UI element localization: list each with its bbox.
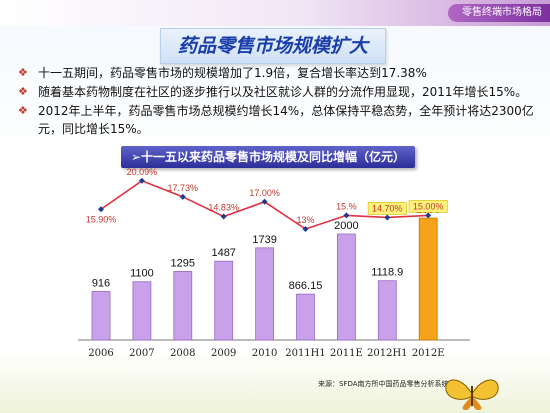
growth-label: 15.00%	[413, 201, 444, 211]
bar	[336, 233, 356, 341]
growth-label: 13%	[296, 215, 314, 225]
growth-point	[384, 214, 391, 221]
x-tick-label: 2007	[129, 348, 154, 359]
growth-label-highlight	[367, 202, 407, 215]
bullet-text: 2012年上半年，药品零售市场总规模约增长14%，总体保持平稳态势，全年预计将达…	[38, 104, 534, 136]
bar	[214, 260, 234, 341]
section-tag: 零售终端市场格局	[448, 4, 550, 22]
growth-line-layer	[98, 177, 432, 232]
bar	[418, 217, 438, 341]
page-title: 药品零售市场规模扩大	[177, 35, 368, 57]
growth-label-highlight	[408, 200, 448, 213]
growth-label: 15.%	[336, 201, 357, 211]
bullet-item: ❖ 十一五期间，药品零售市场的规模增加了1.9倍，复合增长率达到17.38%	[16, 64, 546, 82]
bar	[91, 291, 111, 341]
growth-label: 15.90%	[86, 214, 117, 224]
x-tick-label: 2010	[252, 348, 277, 359]
bar	[255, 247, 275, 341]
x-tick-label: 2011H1	[285, 348, 326, 359]
x-tick-label: 2009	[211, 348, 236, 359]
bar-value-label: 1739	[252, 234, 276, 246]
bullet-item: ❖ 2012年上半年，药品零售市场总规模约增长14%，总体保持平稳态势，全年预计…	[16, 102, 546, 138]
x-tick-label: 2012E	[412, 348, 445, 359]
bullet-item: ❖ 随着基本药物制度在社区的逐步推行以及社区就诊人群的分流作用显现，2011年增…	[16, 83, 546, 101]
bar-value-label: 2000	[334, 220, 358, 232]
bar-value-label: 916	[92, 277, 110, 289]
bullet-text: 随着基本药物制度在社区的逐步推行以及社区就诊人群的分流作用显现，2011年增长1…	[38, 85, 528, 99]
bar	[296, 293, 315, 341]
chart-title: ➢十一五以来药品零售市场规模及同比增幅（亿元）	[130, 150, 406, 164]
growth-label: 17.73%	[168, 183, 199, 193]
diamond-bullet-icon: ❖	[18, 66, 28, 79]
growth-label: 17.00%	[249, 188, 280, 198]
chart-banner: ➢十一五以来药品零售市场规模及同比增幅（亿元）	[121, 146, 415, 168]
bar-value-label: 866.15	[289, 280, 323, 292]
bar-value-label: 1487	[211, 247, 235, 259]
growth-label: 14.70%	[372, 203, 403, 213]
growth-point	[138, 177, 145, 184]
growth-point	[343, 212, 350, 219]
growth-label: 14.83%	[208, 203, 239, 213]
bullet-text: 十一五期间，药品零售市场的规模增加了1.9倍，复合增长率达到17.38%	[38, 66, 427, 80]
x-tick-label: 2011E	[330, 348, 363, 359]
growth-point	[261, 198, 268, 205]
growth-point	[220, 213, 227, 220]
source-note: 来源：SFDA南方所中国药品零售分析系统	[318, 380, 449, 388]
growth-point	[425, 212, 432, 219]
bullet-list: ❖ 十一五期间，药品零售市场的规模增加了1.9倍，复合增长率达到17.38% ❖…	[16, 64, 546, 139]
x-tick-label: 2006	[88, 348, 113, 359]
bar	[173, 270, 193, 341]
title-box: 药品零售市场规模扩大	[160, 28, 386, 64]
labels-layer: 916 2006 1100 2007 1295 2008 1487 2009 1739 2010 8…	[86, 167, 448, 359]
bar-value-label: 1295	[171, 257, 195, 269]
growth-label: 20.09%	[127, 167, 158, 177]
bar	[377, 280, 397, 341]
bar-value-label: 1118.9	[371, 267, 403, 279]
diamond-bullet-icon: ❖	[18, 85, 28, 98]
x-tick-label: 2008	[170, 348, 195, 359]
bar	[132, 281, 152, 341]
bar-value-label: 1100	[130, 268, 154, 280]
growth-point	[98, 206, 104, 213]
growth-point	[179, 193, 186, 200]
x-tick-label: 2012H1	[367, 348, 408, 359]
bars-layer	[78, 217, 470, 341]
growth-point	[302, 226, 309, 232]
diamond-bullet-icon: ❖	[18, 104, 28, 117]
butterfly-icon	[445, 379, 499, 410]
